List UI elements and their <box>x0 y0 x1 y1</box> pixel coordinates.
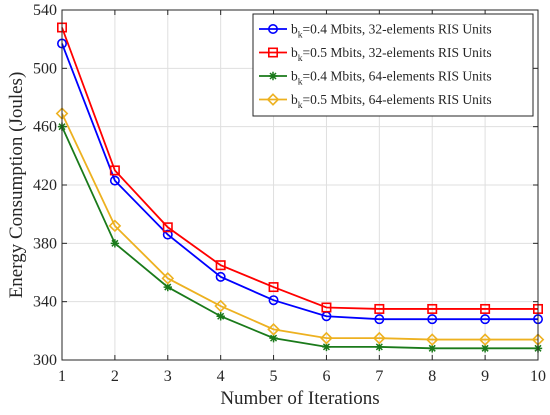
data-point <box>373 331 386 345</box>
series-group <box>55 22 545 353</box>
legend-marker <box>267 47 278 58</box>
data-point <box>216 312 225 321</box>
data-point <box>480 344 490 353</box>
data-point <box>163 282 172 292</box>
legend-marker <box>268 71 278 81</box>
y-tick-label: 460 <box>33 119 57 136</box>
y-tick-label: 540 <box>33 2 57 19</box>
data-point <box>215 260 226 271</box>
data-point <box>109 175 120 186</box>
x-tick-label: 7 <box>375 368 383 385</box>
legend-label: bk=0.4 Mbits, 32-elements RIS Units <box>291 22 492 41</box>
y-tick-label: 340 <box>33 294 57 311</box>
legend-item: bk=0.5 Mbits, 32-elements RIS Units <box>259 45 492 64</box>
legend-label: bk=0.4 Mbits, 64-elements RIS Units <box>291 69 492 88</box>
y-tick-label: 500 <box>33 60 57 77</box>
legend-label-main: b <box>291 22 298 37</box>
data-point <box>480 314 491 325</box>
data-point <box>374 303 385 314</box>
x-tick-label: 1 <box>58 368 66 385</box>
y-tick-label: 420 <box>33 177 57 194</box>
data-point <box>322 342 331 352</box>
legend-box <box>252 13 534 117</box>
legend-marker <box>266 93 280 106</box>
data-point <box>109 165 120 176</box>
legend-label-rest: =0.4 Mbits, 32-elements RIS Units <box>303 22 492 37</box>
data-point <box>374 314 385 325</box>
x-tick-label: 4 <box>217 368 225 385</box>
data-point <box>215 271 226 282</box>
y-tick-label: 300 <box>33 352 57 369</box>
x-tick-label: 5 <box>270 368 278 385</box>
legend-label-sub: k <box>298 78 303 88</box>
legend-label-rest: =0.5 Mbits, 32-elements RIS Units <box>303 45 492 60</box>
data-point <box>162 229 173 240</box>
legend-label: bk=0.5 Mbits, 32-elements RIS Units <box>291 45 492 64</box>
legend-label-main: b <box>291 69 298 84</box>
data-point <box>162 222 173 233</box>
series-line <box>61 113 538 341</box>
legend-item: bk=0.4 Mbits, 64-elements RIS Units <box>259 69 492 88</box>
series-3 <box>57 122 543 353</box>
plot-frame <box>61 9 539 361</box>
x-tick-label: 2 <box>111 368 119 385</box>
x-axis-ticks: 1 2 3 4 5 6 7 8 9 10 <box>58 10 546 385</box>
legend-label-main: b <box>291 45 298 60</box>
series-line <box>61 126 538 350</box>
series-line <box>61 27 538 310</box>
data-point <box>480 303 491 314</box>
y-tick-label: 380 <box>33 235 57 252</box>
data-point <box>161 272 175 285</box>
data-point <box>478 333 492 346</box>
legend: bk=0.4 Mbits, 32-elements RIS Unitsbk=0.… <box>252 13 534 117</box>
series-1 <box>56 38 543 325</box>
legend-item: bk=0.4 Mbits, 32-elements RIS Units <box>259 22 492 41</box>
data-point <box>269 333 278 343</box>
x-tick-label: 3 <box>164 368 172 385</box>
data-point <box>375 342 384 352</box>
data-point <box>428 344 437 353</box>
data-point <box>267 323 280 336</box>
legend-label-main: b <box>291 92 298 107</box>
data-point <box>108 219 122 233</box>
legend-item: bk=0.5 Mbits, 64-elements RIS Units <box>259 92 492 111</box>
series-line <box>61 43 538 321</box>
legend-label-sub: k <box>298 54 303 64</box>
y-axis-ticks: 300 340 380 420 460 500 540 <box>33 2 538 369</box>
y-axis-label: Energy Consumption (Joules) <box>6 72 27 299</box>
data-point <box>268 282 279 293</box>
data-point <box>320 331 333 345</box>
data-point <box>425 333 439 346</box>
data-point <box>427 314 438 325</box>
data-point <box>268 295 279 306</box>
legend-label-rest: =0.5 Mbits, 64-elements RIS Units <box>303 92 492 107</box>
x-tick-label: 10 <box>530 368 546 385</box>
data-point <box>214 299 227 313</box>
data-point <box>110 239 120 248</box>
data-point <box>321 302 332 313</box>
legend-marker <box>267 23 278 34</box>
legend-label-sub: k <box>298 31 303 41</box>
data-point <box>427 303 438 314</box>
x-axis-label: Number of Iterations <box>220 388 379 409</box>
x-tick-label: 8 <box>428 368 436 385</box>
legend-label-rest: =0.4 Mbits, 64-elements RIS Units <box>303 69 492 84</box>
x-tick-label: 6 <box>322 368 330 385</box>
legend-label-sub: k <box>298 101 303 111</box>
legend-label: bk=0.5 Mbits, 64-elements RIS Units <box>291 92 492 111</box>
x-tick-label: 9 <box>481 368 489 385</box>
